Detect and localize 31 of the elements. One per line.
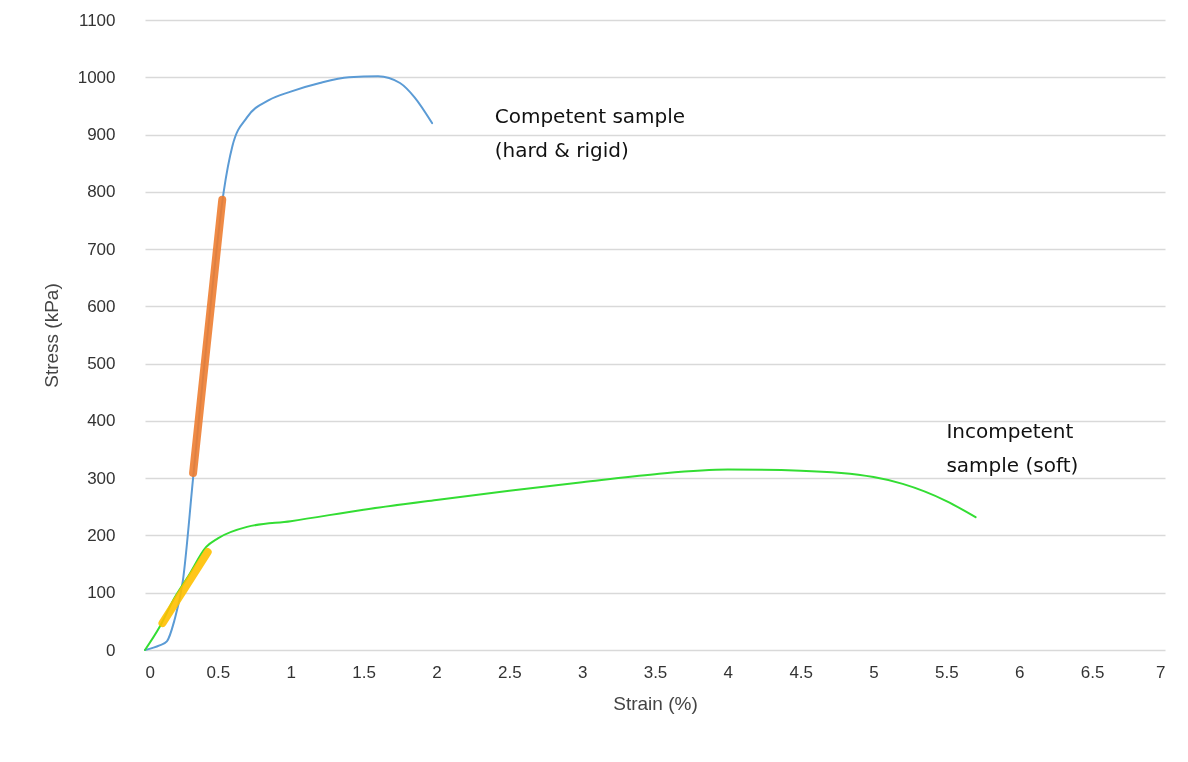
x-tick-label: 4.5 xyxy=(789,662,814,682)
x-tick-label: 2.5 xyxy=(497,662,522,682)
y-tick-label: 200 xyxy=(87,525,116,545)
x-tick-label: 5.5 xyxy=(935,662,959,682)
x-tick-label: 3.5 xyxy=(643,662,668,682)
y-tick-label: 400 xyxy=(87,411,116,431)
x-axis-title: Strain (%) xyxy=(613,692,698,714)
y-tick-label: 300 xyxy=(87,468,116,488)
x-tick-label: 0 xyxy=(145,662,155,682)
annotation: Competent sample (hard & rigid) xyxy=(494,104,686,163)
x-tick-label: 2 xyxy=(432,662,442,682)
x-tick-label: 1 xyxy=(286,662,296,682)
x-tick-label: 3 xyxy=(577,662,588,682)
x-tick-label: 6.5 xyxy=(1080,662,1105,682)
y-tick-label: 700 xyxy=(87,239,116,259)
annotation: Incompetent sample (soft) xyxy=(946,419,1079,478)
y-tick-label: 1000 xyxy=(77,67,116,87)
x-tick-label: 1.5 xyxy=(352,662,376,682)
y-tick-label: 0 xyxy=(106,640,116,660)
y-axis-title: Stress (kPa) xyxy=(40,283,62,388)
y-tick-label: 1100 xyxy=(78,10,116,30)
y-tick-label: 800 xyxy=(87,182,116,202)
y-tick-label: 500 xyxy=(87,354,116,374)
y-tick-label: 600 xyxy=(87,296,116,316)
x-tick-label: 6 xyxy=(1015,662,1025,682)
x-tick-label: 0.5 xyxy=(206,662,231,682)
x-tick-label: 5 xyxy=(869,662,879,682)
x-tick-label: 7 xyxy=(1156,662,1166,682)
x-tick-label: 4 xyxy=(723,662,734,682)
y-tick-label: 100 xyxy=(87,583,116,603)
y-tick-label: 900 xyxy=(87,125,116,145)
